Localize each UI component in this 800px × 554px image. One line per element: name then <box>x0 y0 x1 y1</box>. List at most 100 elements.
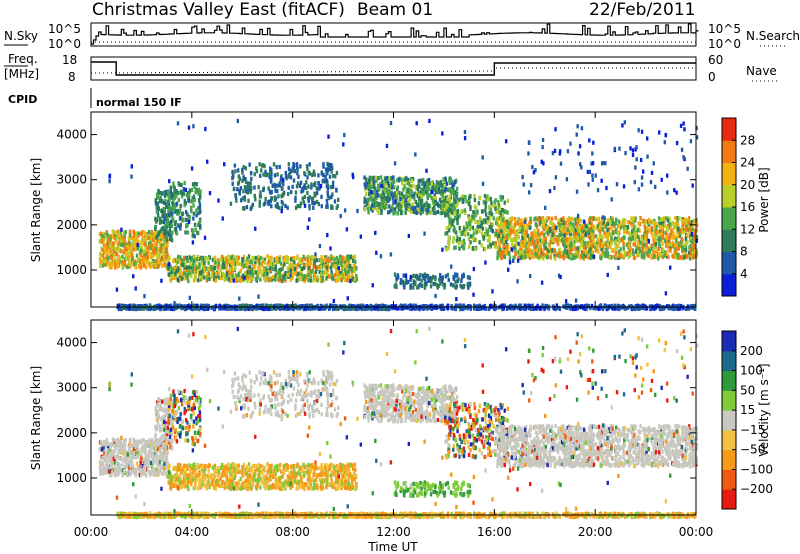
power-cell <box>241 260 244 265</box>
power-cell <box>264 277 268 283</box>
power-cell <box>544 253 547 258</box>
power-cell <box>623 218 627 223</box>
power-cell <box>512 237 516 242</box>
power-cell <box>496 218 500 223</box>
power-cell <box>288 267 291 273</box>
power-cell <box>694 250 697 255</box>
power-cell <box>241 258 245 263</box>
power-cell <box>129 233 132 238</box>
power-cell <box>619 247 622 252</box>
power-cell <box>145 245 148 251</box>
power-cell <box>165 224 169 229</box>
power-cell <box>553 237 556 242</box>
power-cell <box>405 191 408 196</box>
power-cell <box>353 254 356 259</box>
power-cell <box>384 203 387 209</box>
power-cell <box>197 191 201 196</box>
power-cell <box>584 224 588 229</box>
power-cell <box>695 228 699 233</box>
power-cell <box>337 197 340 202</box>
power-cell <box>669 222 672 227</box>
power-cell <box>496 222 499 227</box>
power-cell <box>544 240 548 245</box>
power-cell <box>140 262 144 267</box>
power-cell <box>188 188 191 193</box>
power-cell <box>398 190 401 196</box>
power-cell <box>601 249 604 254</box>
power-cell <box>312 169 316 174</box>
power-cell <box>367 210 370 215</box>
power-cell <box>173 189 176 194</box>
power-cell <box>151 248 154 253</box>
power-cell <box>564 238 568 243</box>
power-cell <box>355 277 359 282</box>
power-cell <box>136 246 140 251</box>
power-cell <box>502 250 505 255</box>
power-cell <box>525 239 528 244</box>
power-cell <box>675 221 678 226</box>
power-cell <box>622 235 626 240</box>
power-cell <box>499 210 502 215</box>
power-cell <box>286 257 289 262</box>
power-cell <box>520 222 523 227</box>
power-cell <box>472 216 476 221</box>
power-cell <box>653 249 657 255</box>
power-cell <box>256 259 259 264</box>
power-cell <box>317 201 321 207</box>
power-cell <box>186 230 190 235</box>
power-cell <box>476 224 479 230</box>
power-cell <box>595 217 598 222</box>
power-cell <box>306 258 310 263</box>
power-cell <box>153 235 157 240</box>
power-cell <box>590 221 593 226</box>
power-cell <box>495 209 498 214</box>
power-cell <box>602 224 606 229</box>
power-cell <box>189 258 192 263</box>
power-cell <box>640 237 644 242</box>
power-cell <box>589 255 592 260</box>
power-cell <box>321 269 325 275</box>
power-cell <box>491 222 494 227</box>
power-cell <box>266 254 269 259</box>
power-cell <box>426 208 429 213</box>
power-cell <box>283 272 287 277</box>
power-cell <box>504 251 508 256</box>
power-cell <box>138 259 142 264</box>
power-cell <box>101 247 104 253</box>
power-cell <box>371 205 375 211</box>
power-cell <box>167 272 171 277</box>
power-cell <box>589 224 593 229</box>
power-cell <box>258 260 261 265</box>
power-cell <box>387 196 390 201</box>
power-cell <box>241 275 244 280</box>
power-cell <box>295 278 298 283</box>
power-cell <box>478 223 481 229</box>
power-cell <box>229 255 233 260</box>
freq-panel: 18 8 60 0 Freq. [MHz] Nave <box>4 52 780 84</box>
power-cell <box>565 243 568 249</box>
power-cell <box>371 194 374 199</box>
power-cell <box>420 206 423 211</box>
power-cell <box>606 254 610 259</box>
power-cell <box>244 179 248 185</box>
power-cell <box>380 202 383 208</box>
power-cell <box>248 182 251 187</box>
power-cell <box>454 272 457 277</box>
power-cell <box>683 255 686 260</box>
power-cell <box>560 225 564 230</box>
power-cell <box>146 255 150 260</box>
power-cell <box>140 241 144 246</box>
power-cell <box>182 186 186 192</box>
power-cell <box>317 186 320 191</box>
power-cell <box>328 259 331 264</box>
power-cell <box>586 240 589 246</box>
power-cell <box>181 274 185 279</box>
power-cell <box>163 200 166 206</box>
power-cell <box>456 215 460 220</box>
power-cell <box>675 237 678 242</box>
power-cell <box>479 218 483 223</box>
power-cell <box>375 178 378 183</box>
power-cell <box>280 194 283 199</box>
power-cell <box>298 183 302 189</box>
power-cell <box>308 263 311 268</box>
